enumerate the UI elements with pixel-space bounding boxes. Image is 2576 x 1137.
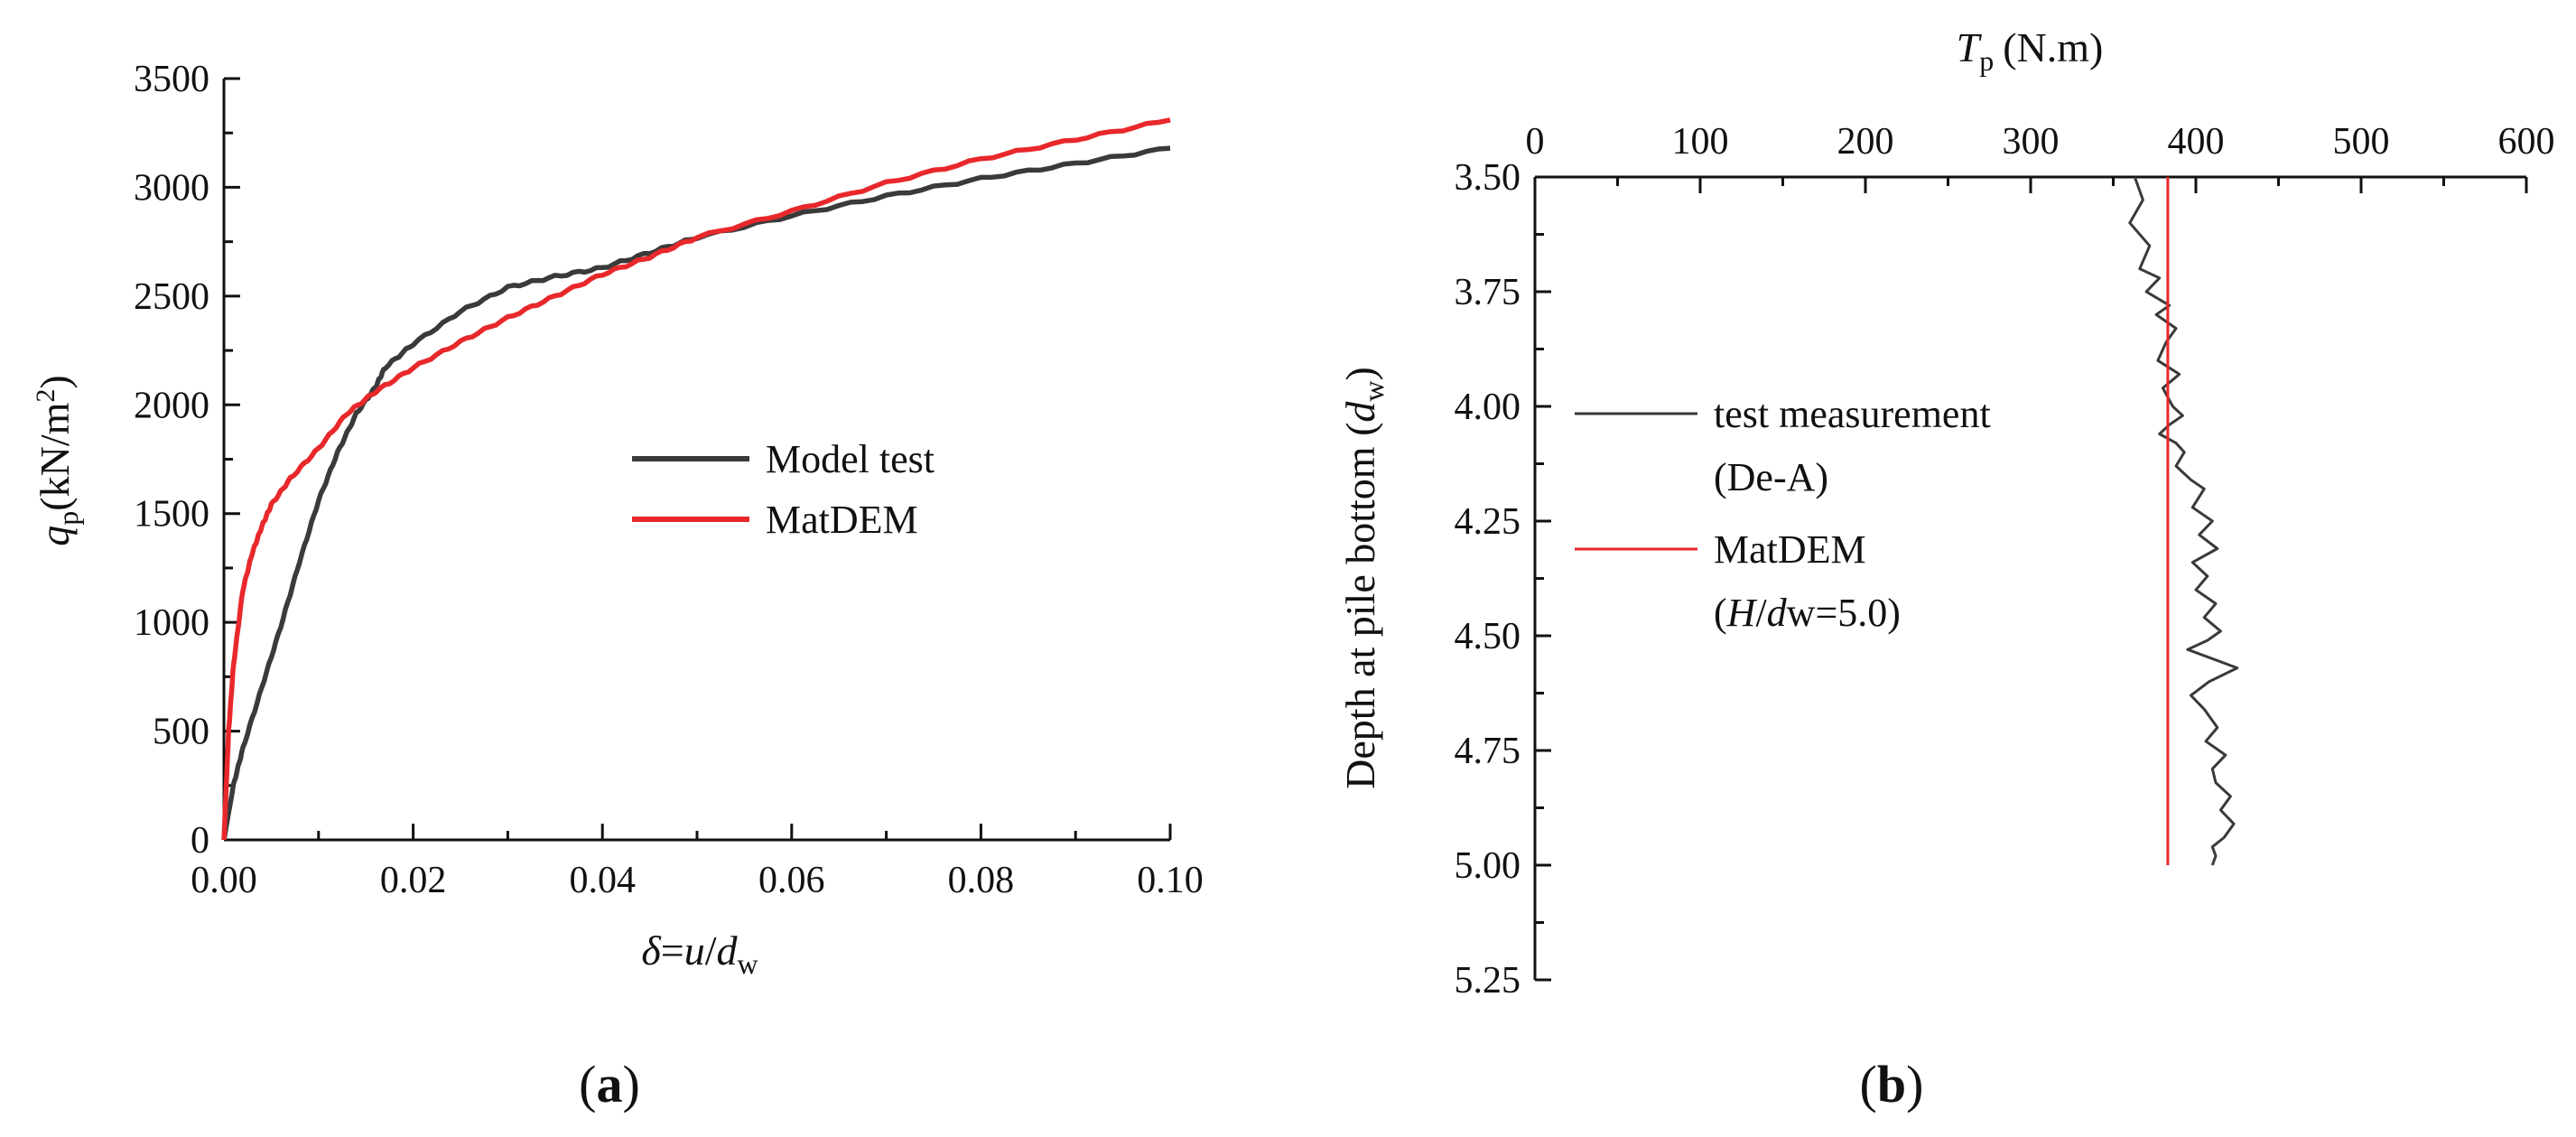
- legend-label-matdem-b: MatDEM: [1714, 527, 1866, 572]
- panel-b-y-tick-label: 4.25: [1455, 501, 1521, 543]
- panel-a-series: [221, 117, 1171, 841]
- panel-b-ticks: 0 100 200 300 400 500 600 3.50 3.75 4.00 4.25 4.50 4…: [1455, 121, 2555, 1002]
- panel-b-x-axis-label: Tp (N.m): [1957, 24, 2104, 77]
- legend-label-test-measurement-line2: (De-A): [1714, 455, 1828, 499]
- panel-b-axes: [1533, 175, 2526, 980]
- panel-b-y-tick-label: 4.75: [1455, 731, 1521, 772]
- panel-a-x-tick-label: 0.00: [191, 860, 257, 901]
- panel-b-x-tick-label: 300: [2003, 121, 2060, 163]
- panel-b-y-tick-label: 4.50: [1455, 616, 1521, 657]
- panel-a-x-tick-label: 0.04: [569, 860, 636, 901]
- panel-b-x-tick-label: 200: [1837, 121, 1894, 163]
- panel-b-y-tick-label: 4.00: [1455, 387, 1521, 428]
- panel-b-y-tick-label: 5.25: [1455, 960, 1521, 1002]
- series-model-test-line: [221, 145, 1171, 841]
- panel-b-x-tick-label: 400: [2168, 121, 2225, 163]
- panel-b-x-tick-label: 0: [1526, 121, 1545, 163]
- panel-b-chart: 0 100 200 300 400 500 600 3.50 3.75 4.00 4.25 4.50 4…: [1337, 24, 2555, 1114]
- panel-a-caption: (a): [579, 1055, 640, 1114]
- panel-a-ticks: 0.00 0.02 0.04 0.06 0.08 0.10 0 500 1000 1500 2000…: [134, 59, 1204, 901]
- panel-a-y-tick-label: 1500: [134, 494, 209, 536]
- legend-label-model-test: Model test: [766, 437, 935, 481]
- panel-b-y-tick-label: 3.50: [1455, 157, 1521, 199]
- panel-a-y-axis-label: qp(kN/m2): [31, 375, 84, 545]
- panel-a-x-tick-label: 0.06: [758, 860, 825, 901]
- panel-a-x-axis-label: δ=u/dw: [641, 927, 758, 980]
- legend-label-matdem-b-line2: (H/dw=5.0): [1714, 591, 1901, 635]
- legend-label-matdem: MatDEM: [766, 498, 918, 542]
- panel-b-legend: test measurement (De-A) MatDEM (H/dw=5.0…: [1575, 392, 1991, 635]
- panel-b-x-tick-label: 100: [1672, 121, 1729, 163]
- panel-b-series: [2128, 176, 2239, 866]
- panel-a-y-tick-label: 500: [153, 712, 209, 753]
- legend-label-test-measurement: test measurement: [1714, 392, 1991, 436]
- panel-b-y-axis-label: Depth at pile bottom (dw): [1337, 367, 1390, 789]
- panel-a-y-tick-label: 2500: [134, 276, 209, 318]
- panel-a-y-tick-label: 3000: [134, 167, 209, 209]
- panel-b-y-tick-label: 5.00: [1455, 845, 1521, 887]
- panel-b-caption: (b): [1860, 1055, 1924, 1114]
- panel-b-x-tick-label: 500: [2333, 121, 2390, 163]
- panel-a-y-tick-label: 0: [191, 820, 209, 862]
- panel-a-chart: 0.00 0.02 0.04 0.06 0.08 0.10 0 500 1000 1500 2000…: [31, 59, 1204, 1114]
- panel-a-x-tick-label: 0.08: [948, 860, 1015, 901]
- series-matdem-line: [221, 117, 1171, 841]
- panel-a-x-tick-label: 0.10: [1137, 860, 1204, 901]
- panel-b-x-tick-label: 600: [2498, 121, 2555, 163]
- panel-a-legend: Model test MatDEM: [632, 437, 935, 542]
- series-test-measurement-line: [2128, 176, 2239, 866]
- panel-b-y-tick-label: 3.75: [1455, 272, 1521, 313]
- panel-a-y-tick-label: 2000: [134, 385, 209, 426]
- panel-a-y-tick-label: 3500: [134, 59, 209, 100]
- panel-a-y-tick-label: 1000: [134, 602, 209, 644]
- panel-a-x-tick-label: 0.02: [380, 860, 447, 901]
